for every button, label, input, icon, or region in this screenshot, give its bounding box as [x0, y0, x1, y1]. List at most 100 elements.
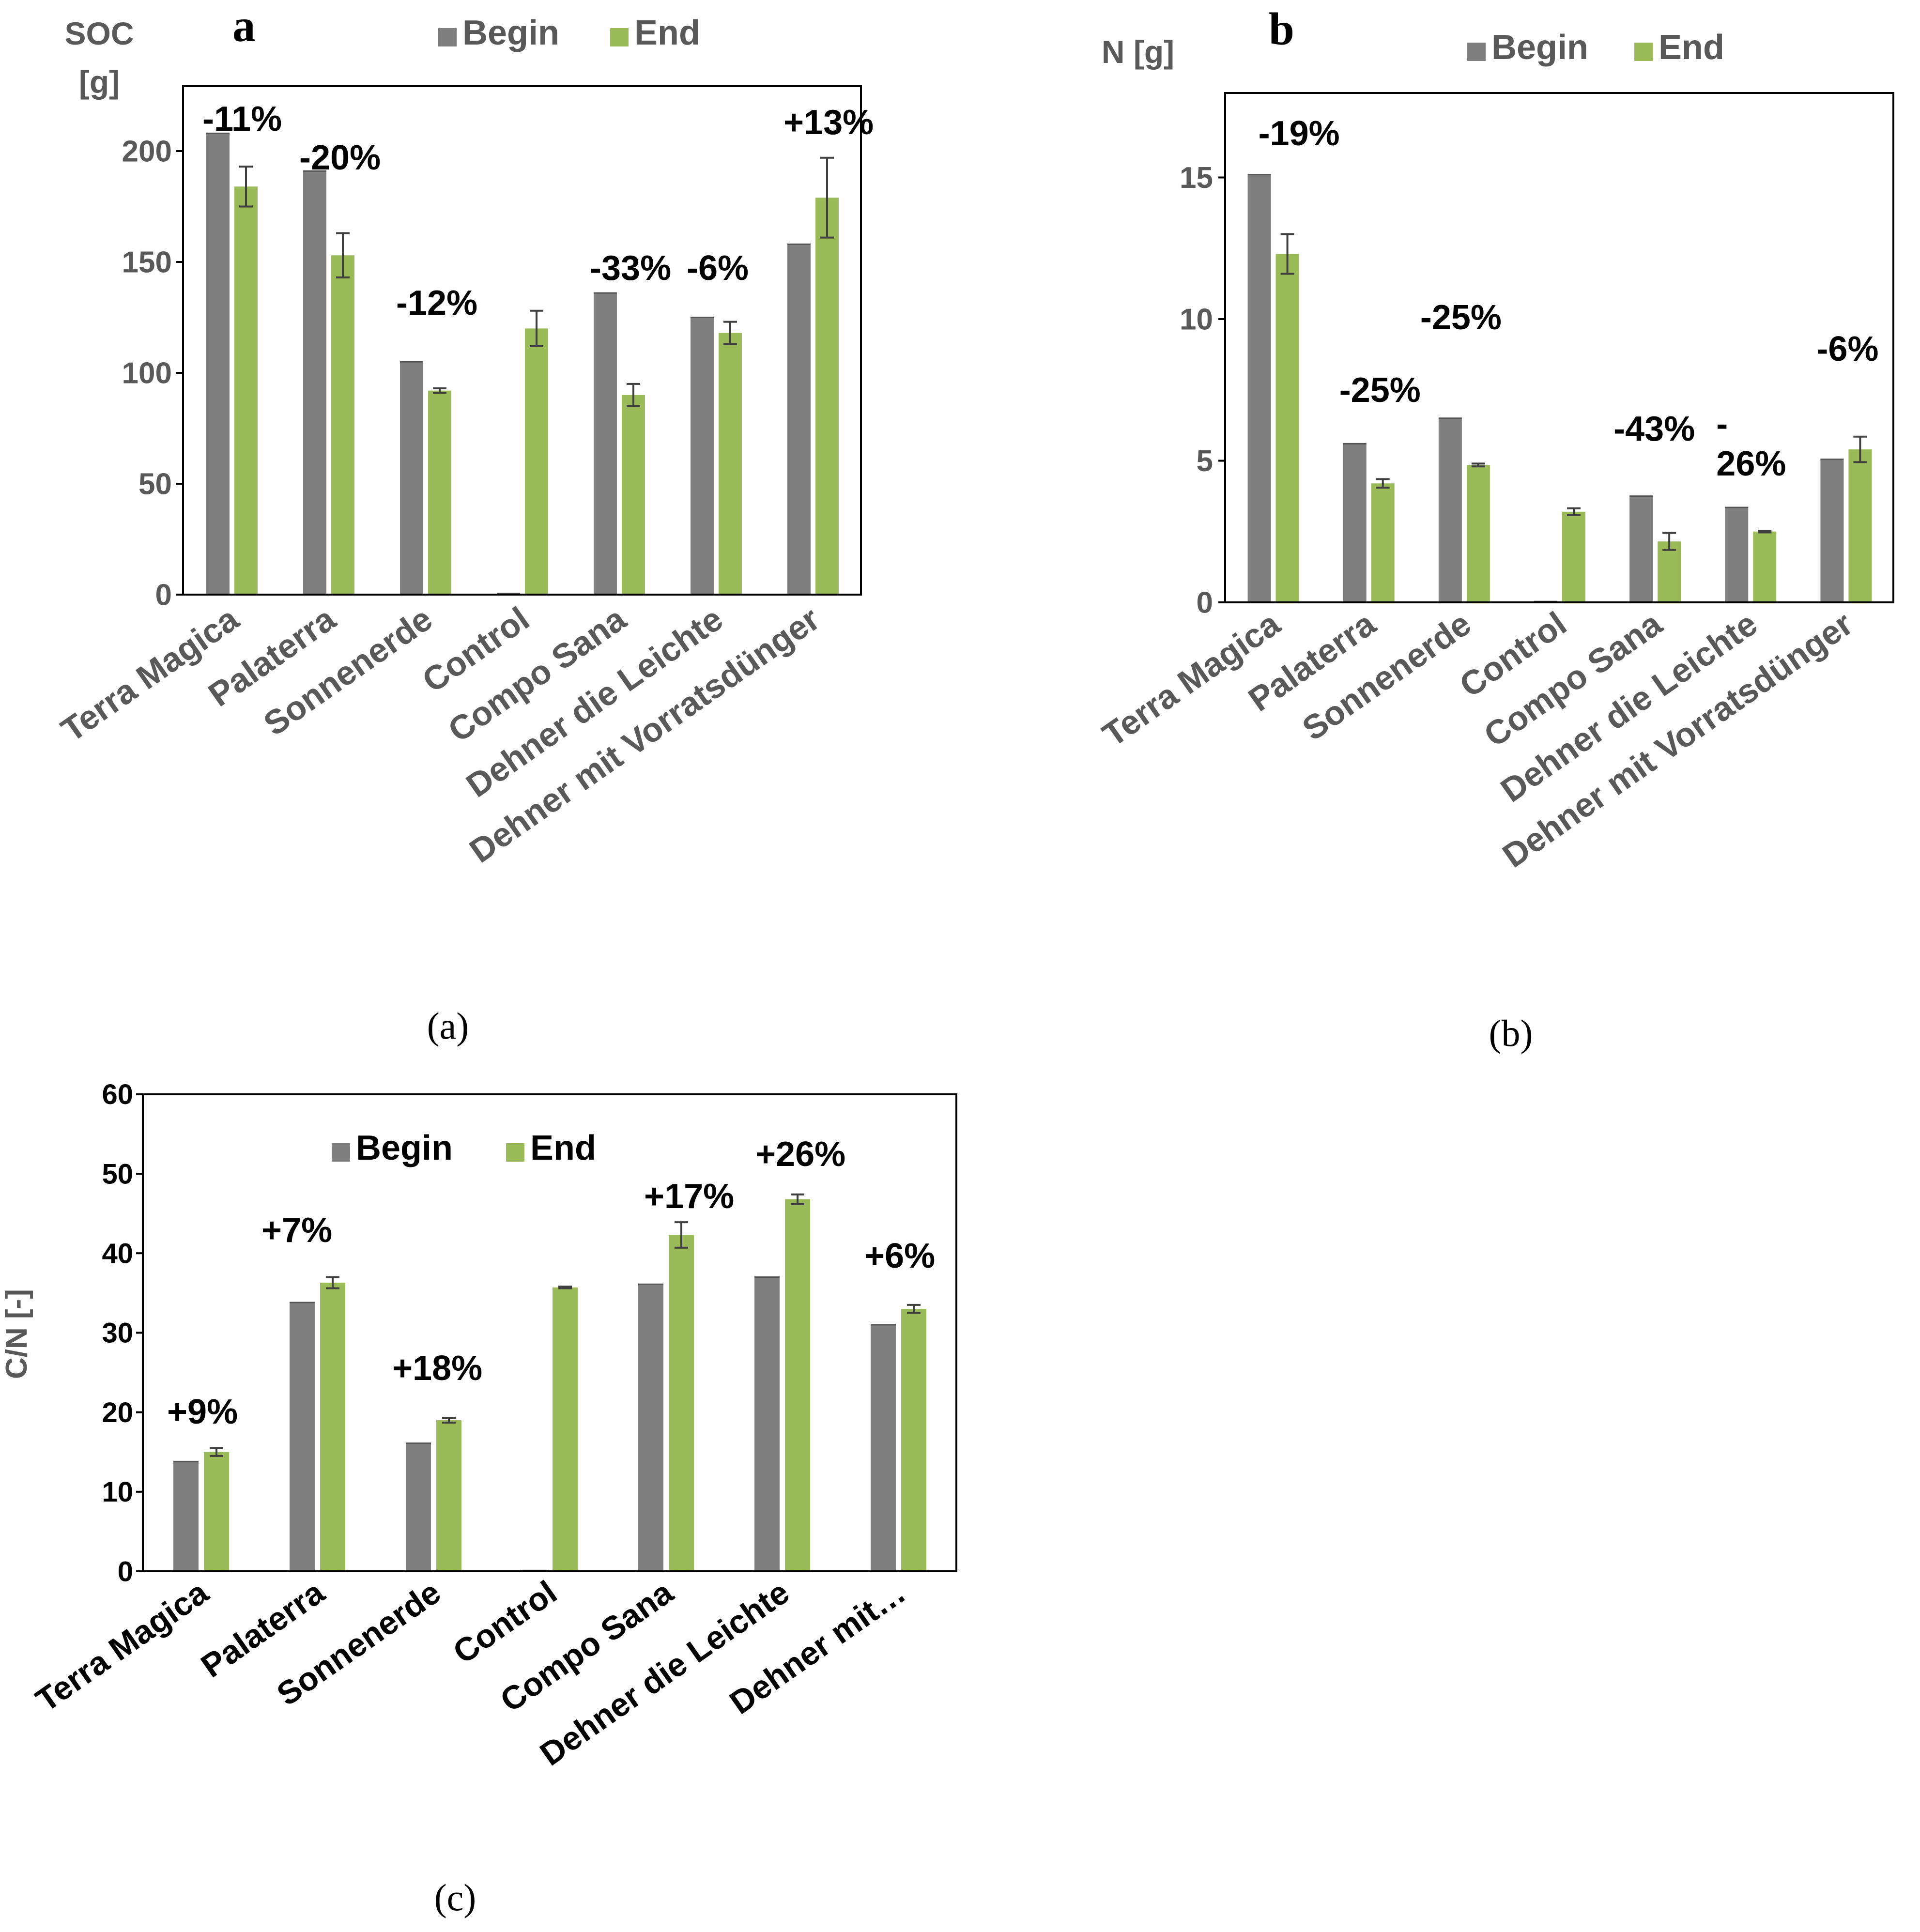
y-tick-label: 0 — [1197, 586, 1213, 620]
x-tick-label: Terra Magica — [29, 1573, 215, 1719]
bar-begin — [871, 1324, 896, 1571]
bar-end — [622, 395, 645, 595]
bar-end — [1562, 511, 1585, 602]
bar-begin — [406, 1443, 431, 1571]
bar-begin — [691, 317, 714, 595]
change-annotation: -19% — [1259, 114, 1340, 153]
bar-end — [436, 1420, 461, 1571]
bar-end — [901, 1309, 926, 1571]
bar-begin — [303, 171, 326, 595]
plot-frame — [1224, 92, 1894, 603]
change-annotation: -12% — [396, 284, 477, 322]
bar-end — [331, 255, 354, 595]
change-annotation: -25% — [1339, 371, 1421, 410]
bar-begin — [638, 1284, 663, 1571]
y-axis-label: [g] — [79, 64, 120, 100]
panel-caption: (a) — [427, 1005, 469, 1047]
change-annotation: -20% — [299, 138, 381, 177]
bar-end — [815, 198, 839, 595]
change-annotation: +7% — [261, 1211, 332, 1250]
legend-label: Begin — [356, 1129, 453, 1167]
change-annotation: -11% — [202, 100, 282, 138]
y-tick-label: 30 — [102, 1318, 133, 1349]
bar-end — [553, 1287, 578, 1571]
bar-begin — [1438, 418, 1462, 602]
y-tick-label: 0 — [155, 579, 172, 612]
legend-label: End — [530, 1129, 596, 1167]
change-annotation: +9% — [167, 1393, 238, 1431]
y-tick-label: 5 — [1197, 445, 1213, 478]
bar-end — [320, 1282, 345, 1571]
bar-begin — [173, 1461, 199, 1571]
legend-label: Begin — [462, 14, 559, 52]
bar-end — [669, 1235, 694, 1571]
legend-swatch-end — [1634, 43, 1653, 61]
legend-swatch-begin — [1467, 43, 1486, 61]
chart-cn-ratio: 0 10 20 30 40 50 60 C/N [-] Begin End +9% Terra Mag… — [0, 1079, 957, 1918]
legend-swatch-begin — [438, 28, 457, 46]
bar-end — [1275, 254, 1299, 602]
bar-end — [1658, 541, 1681, 602]
y-tick-label: 0 — [118, 1556, 133, 1587]
y-tick-label: 50 — [138, 468, 172, 501]
change-annotation: -6% — [687, 249, 749, 288]
bar-end — [785, 1199, 810, 1571]
y-axis-label: C/N [-] — [0, 1289, 33, 1379]
bar-end — [719, 333, 742, 595]
y-tick-label: 200 — [122, 135, 172, 169]
y-tick-label: 20 — [102, 1397, 133, 1428]
change-annotation: +6% — [864, 1237, 935, 1275]
bar-begin — [787, 244, 811, 595]
legend-label: End — [1659, 28, 1724, 67]
change-annotation: +17% — [644, 1177, 734, 1216]
y-tick-label: 150 — [122, 246, 172, 279]
panel-caption: (c) — [434, 1876, 476, 1918]
bar-begin — [1247, 174, 1271, 602]
bar-end — [428, 390, 451, 595]
bar-begin — [1629, 496, 1653, 602]
bar-end — [1371, 483, 1395, 602]
bar-begin — [400, 362, 423, 595]
panel-letter: a — [232, 0, 256, 51]
y-tick-label: 50 — [102, 1158, 133, 1190]
legend-swatch-end — [506, 1143, 524, 1162]
bar-end — [1848, 449, 1872, 602]
plot-frame — [182, 85, 862, 596]
y-tick-label: 10 — [1180, 303, 1213, 337]
bar-begin — [1820, 459, 1844, 602]
change-annotation: 26% — [1716, 445, 1786, 483]
bar-end — [525, 328, 548, 595]
bar-begin — [1725, 507, 1749, 602]
change-annotation: +18% — [392, 1349, 482, 1388]
y-tick-label: 40 — [102, 1238, 133, 1270]
panel-caption: (b) — [1489, 1012, 1533, 1054]
change-annotation: -43% — [1613, 410, 1695, 448]
y-tick-label: 10 — [102, 1476, 133, 1508]
change-annotation: -6% — [1816, 330, 1878, 368]
bar-end — [204, 1452, 229, 1571]
y-axis-label: N [g] — [1102, 34, 1174, 70]
change-annotation: -25% — [1420, 298, 1502, 337]
x-tick-label: Sonnenerde — [257, 599, 439, 743]
bar-begin — [1343, 444, 1367, 602]
change-annotation: - — [1716, 405, 1728, 444]
y-axis-label: SOC — [64, 15, 134, 51]
legend-label: End — [634, 14, 700, 52]
legend-label: Begin — [1491, 28, 1588, 67]
change-annotation: +26% — [755, 1135, 845, 1174]
bar-end — [1753, 531, 1777, 602]
legend-swatch-end — [610, 28, 629, 46]
y-tick-label: 60 — [102, 1079, 133, 1110]
change-annotation: +13% — [783, 103, 874, 142]
bar-end — [1466, 465, 1490, 602]
legend-swatch-begin — [332, 1143, 350, 1162]
y-tick-label: 15 — [1180, 161, 1213, 195]
bar-begin — [206, 133, 230, 595]
bar-begin — [754, 1277, 780, 1571]
change-annotation: -33% — [590, 249, 671, 288]
panel-letter: b — [1269, 3, 1294, 55]
y-tick-label: 100 — [122, 357, 172, 390]
bar-begin — [290, 1303, 315, 1571]
